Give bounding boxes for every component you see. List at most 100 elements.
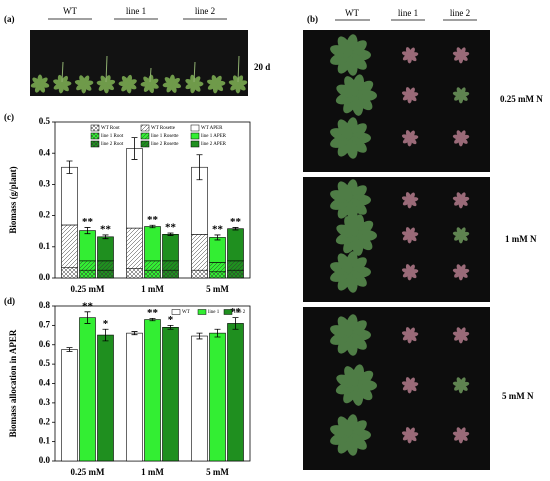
y-tick-label: 0.0 <box>39 272 51 282</box>
y-tick-label: 0.4 <box>39 378 51 388</box>
legend-swatch <box>140 132 150 140</box>
panel-label: (a) <box>4 14 15 24</box>
legend-label: line 1 Rosette <box>151 134 179 139</box>
bar-segment <box>144 260 161 271</box>
legend-label: line 2 Root <box>101 142 124 147</box>
bar-segment <box>162 260 179 271</box>
age-label: 20 d <box>254 62 270 72</box>
leaf <box>32 77 41 85</box>
x-tick-label: 0.25 mM <box>71 467 105 477</box>
bar-segment <box>61 166 78 226</box>
bar-segment <box>227 260 244 271</box>
leaf <box>143 76 151 85</box>
error-bar <box>167 232 174 236</box>
legend-swatch <box>90 132 100 140</box>
leaf <box>456 264 463 273</box>
bar <box>61 349 78 462</box>
error-bar <box>131 331 138 336</box>
leaf <box>337 316 353 337</box>
error-bar <box>102 234 109 240</box>
legend-label: WT Root <box>101 126 120 131</box>
leaf <box>344 366 359 387</box>
leaf <box>337 119 353 140</box>
bar <box>209 332 226 462</box>
legend-swatch <box>197 309 207 315</box>
y-tick-label: 0.4 <box>39 147 51 157</box>
column-label: line 1 <box>126 6 146 16</box>
legend-label: line 2 Rosette <box>151 142 179 147</box>
leaf <box>456 377 463 386</box>
leaf <box>344 216 359 237</box>
leaf <box>405 227 412 236</box>
legend-label: line 1 <box>208 310 220 315</box>
error-bar <box>214 234 221 241</box>
error-bar <box>149 318 156 322</box>
plants <box>330 34 470 456</box>
legend-swatch <box>223 309 233 315</box>
error-bar <box>66 347 73 352</box>
y-tick-label: 0.2 <box>39 210 51 220</box>
stem <box>237 55 240 83</box>
bar-segment <box>209 262 226 273</box>
error-bar <box>232 227 239 231</box>
leaf <box>405 264 412 273</box>
bar-segment <box>79 230 96 262</box>
x-tick-label: 5 mM <box>206 467 229 477</box>
bar <box>144 319 161 462</box>
bar-segment <box>209 237 226 263</box>
leaf <box>405 47 412 56</box>
error-bar <box>149 224 156 229</box>
x-tick-label: 1 mM <box>141 284 164 294</box>
error-bar <box>131 137 138 160</box>
y-tick-label: 0.2 <box>39 416 51 426</box>
leaf <box>405 377 412 386</box>
leaf <box>405 192 412 201</box>
bar-segment <box>227 228 244 262</box>
bar-segment <box>209 271 226 279</box>
leaf <box>100 75 108 85</box>
bar-segment <box>191 234 208 271</box>
leaf <box>79 75 86 85</box>
leaf <box>337 36 353 57</box>
legend-label: WT APER <box>201 126 223 131</box>
leaf <box>232 75 240 85</box>
y-tick-label: 0.8 <box>39 300 51 310</box>
bar <box>97 334 114 462</box>
leaf <box>337 416 353 437</box>
legend-swatch <box>140 140 150 148</box>
bar-segment <box>79 260 96 271</box>
error-bar <box>196 332 203 340</box>
y-tick-label: 0.6 <box>39 339 51 349</box>
bar-segment <box>126 227 143 269</box>
error-bar <box>84 227 91 235</box>
stem <box>105 55 108 83</box>
bar-segment <box>126 148 143 229</box>
significance: * <box>168 314 174 326</box>
bar-segment <box>126 268 143 279</box>
bar <box>162 327 179 462</box>
error-bar <box>66 160 73 174</box>
bar-segment <box>144 226 161 262</box>
bar-segment <box>191 269 208 279</box>
significance: * <box>103 318 109 330</box>
error-bar <box>102 328 109 342</box>
legend-label: line 1 Root <box>101 134 124 139</box>
leaf <box>337 181 353 202</box>
legend-label: line 2 APER <box>201 142 227 147</box>
leaf <box>121 76 129 85</box>
error-bar <box>232 317 239 330</box>
bar <box>191 335 208 462</box>
significance: ** <box>147 214 159 226</box>
leaf <box>456 130 463 139</box>
legend-label: WT Rosette <box>151 126 176 131</box>
row-label: 5 mM N <box>502 391 534 401</box>
column-label: line 2 <box>195 6 215 16</box>
panel-label: (c) <box>4 112 14 122</box>
bar <box>79 317 96 462</box>
significance: ** <box>82 216 94 228</box>
error-bar <box>84 311 91 324</box>
legend-swatch <box>90 124 100 132</box>
y-axis-label: Biomass (g/plant) <box>8 166 18 233</box>
column-label: line 1 <box>398 8 418 18</box>
